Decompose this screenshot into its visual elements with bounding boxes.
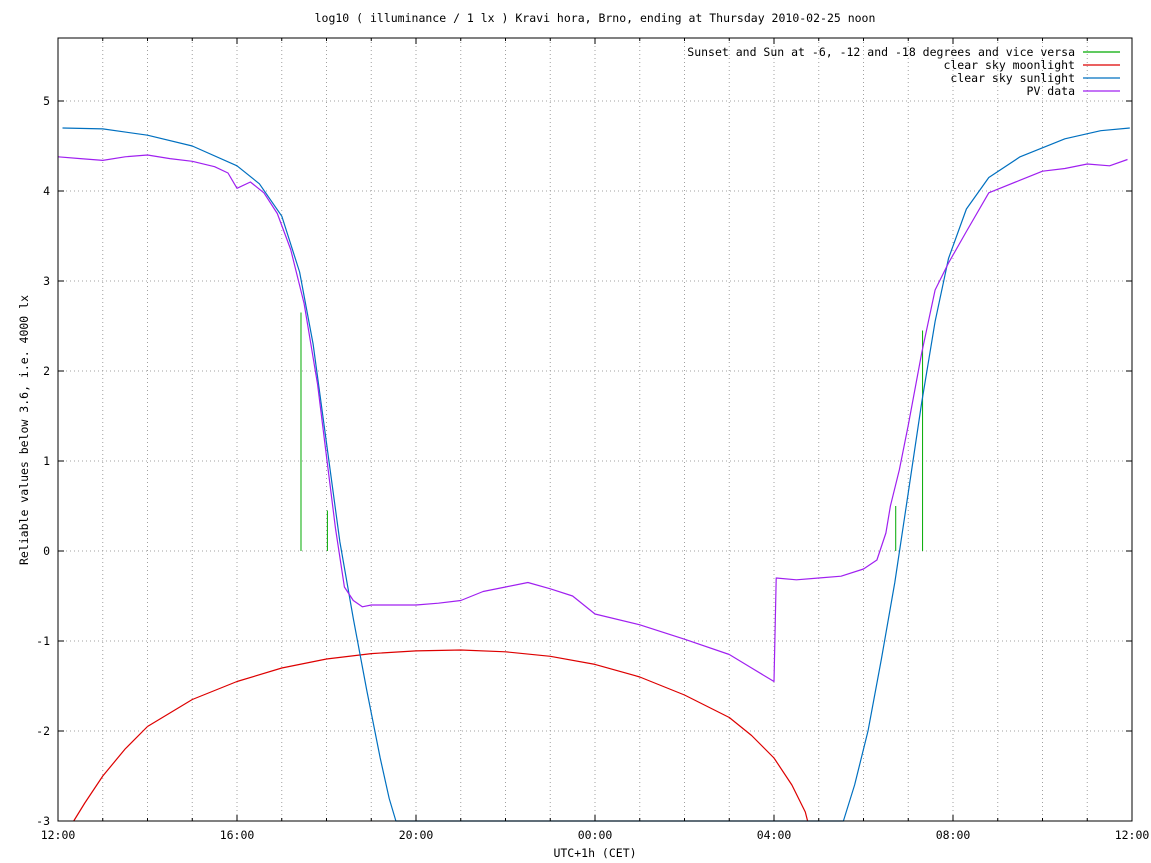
series-line-pv-data (57, 154, 1128, 683)
series-line-clear-sky-moonlight (73, 649, 809, 822)
y-tick-label: -1 (36, 634, 50, 648)
y-tick-label: -3 (36, 814, 50, 828)
legend-label: Sunset and Sun at -6, -12 and -18 degree… (687, 45, 1075, 59)
y-tick-label: -2 (36, 724, 50, 738)
x-tick-label: 20:00 (399, 828, 434, 842)
legend: Sunset and Sun at -6, -12 and -18 degree… (687, 45, 1120, 98)
x-tick-label: 08:00 (936, 828, 971, 842)
y-tick-label: 0 (43, 544, 50, 558)
y-tick-label: 3 (43, 274, 50, 288)
x-tick-label: 04:00 (757, 828, 792, 842)
legend-label: PV data (1027, 84, 1075, 98)
x-tick-label: 16:00 (220, 828, 255, 842)
x-axis-label: UTC+1h (CET) (553, 846, 636, 860)
series-layer (57, 127, 1130, 822)
grid-layer (58, 38, 1132, 821)
y-tick-label: 2 (43, 364, 50, 378)
x-tick-label: 12:00 (1115, 828, 1150, 842)
y-tick-label: 4 (43, 184, 50, 198)
y-tick-label: 5 (43, 94, 50, 108)
legend-label: clear sky moonlight (943, 58, 1075, 72)
y-tick-label: 1 (43, 454, 50, 468)
x-tick-label: 12:00 (41, 828, 76, 842)
legend-label: clear sky sunlight (950, 71, 1075, 85)
x-tick-label: 00:00 (578, 828, 613, 842)
y-axis-label: Reliable values below 3.6, i.e. 4000 lx (17, 295, 31, 565)
chart-title: log10 ( illuminance / 1 lx ) Kravi hora,… (315, 11, 876, 25)
tick-layer: 12:00 16:00 20:00 00:00 04:00 08:00 12:00-3-2-… (36, 38, 1149, 842)
